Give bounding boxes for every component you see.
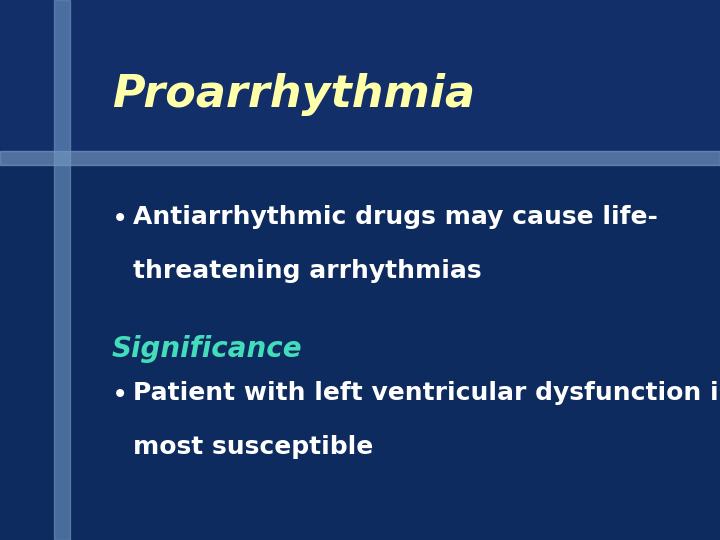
Bar bbox=[54, 0, 70, 540]
Bar bbox=[0, 151, 720, 165]
Text: Antiarrhythmic drugs may cause life-: Antiarrhythmic drugs may cause life- bbox=[133, 205, 658, 229]
Text: •: • bbox=[112, 381, 128, 409]
Text: most susceptible: most susceptible bbox=[133, 435, 374, 458]
Text: Significance: Significance bbox=[112, 335, 302, 363]
Text: threatening arrhythmias: threatening arrhythmias bbox=[133, 259, 482, 283]
Text: Patient with left ventricular dysfunction is: Patient with left ventricular dysfunctio… bbox=[133, 381, 720, 404]
Text: •: • bbox=[112, 205, 128, 233]
Text: Proarrhythmia: Proarrhythmia bbox=[112, 73, 474, 116]
Bar bbox=[0, 0, 720, 151]
